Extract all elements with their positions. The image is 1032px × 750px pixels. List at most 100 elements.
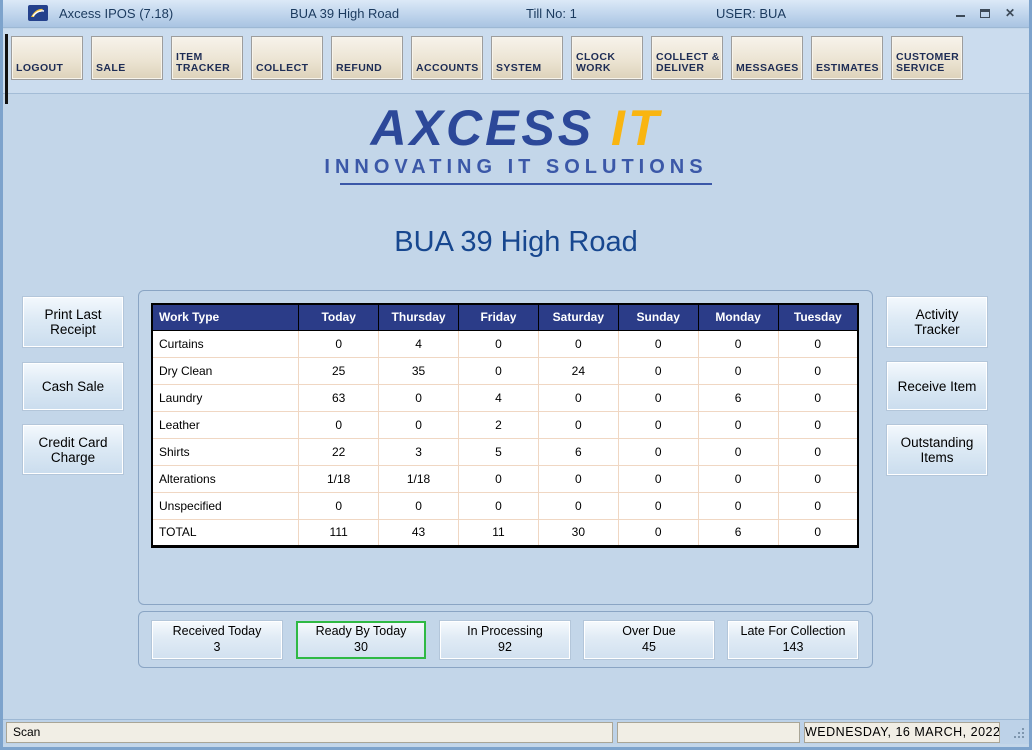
cell-value: 0 xyxy=(777,356,859,385)
cell-value: 0 xyxy=(298,410,380,439)
cell-value: 63 xyxy=(298,383,380,412)
cell-value: 0 xyxy=(697,329,779,358)
cell-value: 0 xyxy=(697,437,779,466)
cell-value: 5 xyxy=(458,437,539,466)
stat-label: In Processing xyxy=(467,623,543,638)
receive-item-button[interactable]: Receive Item xyxy=(886,361,988,411)
cell-value: 0 xyxy=(458,464,539,493)
cell-value: 4 xyxy=(378,329,460,358)
cell-value: 0 xyxy=(537,383,619,412)
toolbar-button-estimates[interactable]: ESTIMATES xyxy=(811,36,883,80)
till-number-label: Till No: 1 xyxy=(526,6,577,21)
cell-value: 0 xyxy=(378,383,460,412)
cell-value: 22 xyxy=(298,437,380,466)
stat-label: Late For Collection xyxy=(740,623,846,638)
toolbar-button-accounts[interactable]: ACCOUNTS xyxy=(411,36,483,80)
cell-value: 1/18 xyxy=(298,464,380,493)
cell-value: 0 xyxy=(617,464,699,493)
cell-value: 0 xyxy=(378,491,460,520)
cell-value: 0 xyxy=(458,329,539,358)
table-row-total: TOTAL 111 43 11 30 0 6 0 xyxy=(151,518,859,547)
cell-value: 0 xyxy=(537,491,619,520)
user-label: USER: BUA xyxy=(716,6,787,21)
toolbar-button-refund[interactable]: REFUND xyxy=(331,36,403,80)
toolbar-button-clock-work[interactable]: CLOCK WORK xyxy=(571,36,643,80)
toolbar-button-collect[interactable]: COLLECT xyxy=(251,36,323,80)
cell-value: 0 xyxy=(617,410,699,439)
cell-value: 4 xyxy=(458,383,539,412)
credit-card-charge-button[interactable]: Credit Card Charge xyxy=(22,424,124,475)
stat-label: Received Today xyxy=(172,623,262,638)
toolbar-button-sale[interactable]: SALE xyxy=(91,36,163,80)
column-header-saturday: Saturday xyxy=(537,303,619,331)
over-due-button[interactable]: Over Due 45 xyxy=(583,619,715,660)
cash-sale-button[interactable]: Cash Sale xyxy=(22,362,124,411)
cell-value: 0 xyxy=(697,491,779,520)
table-row: Shirts 22 3 5 6 0 0 0 xyxy=(151,437,859,466)
text-caret xyxy=(5,34,8,104)
cell-value: 0 xyxy=(617,356,699,385)
cell-value: 25 xyxy=(298,356,380,385)
cell-value: 6 xyxy=(537,437,619,466)
row-label: TOTAL xyxy=(151,518,300,547)
cell-value: 1/18 xyxy=(378,464,460,493)
cell-value: 0 xyxy=(617,518,699,547)
column-header-friday: Friday xyxy=(458,303,539,331)
table-row: Curtains 0 4 0 0 0 0 0 xyxy=(151,329,859,358)
table-row: Alterations 1/18 1/18 0 0 0 0 0 xyxy=(151,464,859,493)
cell-value: 0 xyxy=(537,410,619,439)
status-empty-section xyxy=(617,722,800,743)
stat-label: Over Due xyxy=(622,623,676,638)
app-logo-icon xyxy=(28,5,48,21)
cell-value: 0 xyxy=(298,491,380,520)
row-label: Unspecified xyxy=(151,491,300,520)
late-for-collection-button[interactable]: Late For Collection 143 xyxy=(727,619,859,660)
ready-by-today-button[interactable]: Ready By Today 30 xyxy=(296,620,426,659)
window-controls: ✕ xyxy=(953,7,1017,20)
cell-value: 0 xyxy=(617,437,699,466)
row-label: Laundry xyxy=(151,383,300,412)
column-header-today: Today xyxy=(298,303,380,331)
activity-tracker-button[interactable]: Activity Tracker xyxy=(886,296,988,348)
work-type-table: Work Type Today Thursday Friday Saturday… xyxy=(151,303,859,548)
resize-grip[interactable] xyxy=(1012,726,1026,740)
toolbar-button-system[interactable]: SYSTEM xyxy=(491,36,563,80)
close-icon[interactable]: ✕ xyxy=(1004,6,1016,20)
toolbar-button-logout[interactable]: LOGOUT xyxy=(11,36,83,80)
stat-label: Ready By Today xyxy=(315,623,407,638)
cell-value: 0 xyxy=(458,356,539,385)
toolbar-button-customer-service[interactable]: CUSTOMER SERVICE xyxy=(891,36,963,80)
cell-value: 0 xyxy=(617,329,699,358)
outstanding-items-button[interactable]: Outstanding Items xyxy=(886,424,988,476)
cell-value: 0 xyxy=(777,329,859,358)
toolbar-button-item-tracker[interactable]: ITEM TRACKER xyxy=(171,36,243,80)
main-toolbar: LOGOUT SALE ITEM TRACKER COLLECT REFUND … xyxy=(3,29,1029,94)
cell-value: 0 xyxy=(298,329,380,358)
cell-value: 6 xyxy=(697,518,779,547)
received-today-button[interactable]: Received Today 3 xyxy=(151,619,283,660)
status-bar: Scan WEDNESDAY, 16 MARCH, 2022 xyxy=(3,719,1029,744)
cell-value: 0 xyxy=(777,464,859,493)
toolbar-button-messages[interactable]: MESSAGES xyxy=(731,36,803,80)
toolbar-button-collect-deliver[interactable]: COLLECT & DELIVER xyxy=(651,36,723,80)
title-bar: Axcess IPOS (7.18) BUA 39 High Road Till… xyxy=(3,0,1029,28)
column-header-work-type: Work Type xyxy=(151,303,300,331)
work-table-panel: Work Type Today Thursday Friday Saturday… xyxy=(138,290,873,605)
column-header-thursday: Thursday xyxy=(378,303,460,331)
column-header-sunday: Sunday xyxy=(617,303,699,331)
in-processing-button[interactable]: In Processing 92 xyxy=(439,619,571,660)
cell-value: 0 xyxy=(458,491,539,520)
maximize-icon[interactable] xyxy=(978,7,992,20)
cell-value: 0 xyxy=(537,464,619,493)
print-last-receipt-button[interactable]: Print Last Receipt xyxy=(22,296,124,348)
window-store-title: BUA 39 High Road xyxy=(290,6,400,21)
cell-value: 0 xyxy=(617,491,699,520)
cell-value: 0 xyxy=(378,410,460,439)
scan-input-section[interactable]: Scan xyxy=(6,722,613,743)
minimize-icon[interactable] xyxy=(953,7,967,20)
table-row: Laundry 63 0 4 0 0 6 0 xyxy=(151,383,859,412)
cell-value: 30 xyxy=(537,518,619,547)
cell-value: 24 xyxy=(537,356,619,385)
stats-panel: Received Today 3 Ready By Today 30 In Pr… xyxy=(138,611,873,668)
cell-value: 0 xyxy=(537,329,619,358)
